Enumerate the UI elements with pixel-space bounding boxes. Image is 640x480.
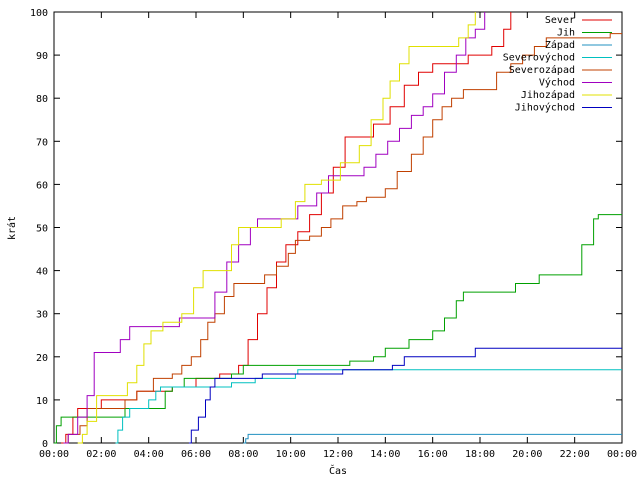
series-line-4 (63, 33, 622, 444)
x-tick-label: 04:00 (134, 449, 164, 460)
y-tick-label: 40 (36, 267, 48, 278)
x-tick-label: 12:00 (323, 449, 353, 460)
y-tick-label: 30 (36, 310, 48, 321)
y-tick-label: 10 (36, 396, 48, 407)
x-tick-label: 18:00 (465, 449, 495, 460)
x-tick-label: 20:00 (512, 449, 542, 460)
y-tick-label: 50 (36, 224, 48, 235)
series-line-2 (243, 433, 622, 444)
y-tick-label: 90 (36, 51, 48, 62)
series-line-1 (54, 214, 622, 444)
series-lines (54, 12, 622, 444)
legend-label: Severovýchod (503, 52, 575, 64)
legend-label: Severozápad (509, 64, 575, 76)
y-tick-label: 0 (42, 439, 48, 450)
legend-label: Západ (545, 39, 575, 51)
x-tick-label: 08:00 (228, 449, 258, 460)
y-tick-label: 80 (36, 94, 48, 105)
plot-frame (53, 11, 623, 444)
x-tick-label: 06:00 (181, 449, 211, 460)
y-axis-ticks: 0 10 20 30 40 50 60 70 80 90 100 (30, 8, 622, 450)
y-axis-label: krát (6, 216, 18, 240)
x-tick-label: 10:00 (276, 449, 306, 460)
y-tick-label: 20 (36, 353, 48, 364)
x-axis-label: Čas (329, 464, 347, 477)
x-tick-label: 22:00 (560, 449, 590, 460)
series-line-7 (188, 347, 622, 444)
y-tick-label: 70 (36, 137, 48, 148)
series-line-6 (77, 12, 476, 444)
x-tick-label: 14:00 (370, 449, 400, 460)
legend-label: Jih (557, 28, 575, 39)
x-tick-label: 16:00 (418, 449, 448, 460)
x-tick-label: 00:00 (39, 449, 69, 460)
series-line-3 (115, 369, 622, 444)
legend: Sever JihZápadSeverovýchodSeverozápadVých… (503, 15, 612, 114)
x-tick-label: 02:00 (86, 449, 116, 460)
legend-label: Jihovýchod (515, 102, 575, 114)
x-axis-ticks: 00:00 02:00 04:00 06:00 08:00 10:00 12:00 14:00… (39, 12, 637, 460)
series-line-5 (63, 12, 486, 444)
y-tick-label: 100 (30, 8, 48, 19)
legend-label: Sever (545, 15, 575, 26)
legend-label: Jihozápad (521, 89, 575, 101)
x-tick-label: 00:00 (607, 449, 637, 460)
y-tick-label: 60 (36, 180, 48, 191)
legend-label: Východ (539, 77, 575, 89)
